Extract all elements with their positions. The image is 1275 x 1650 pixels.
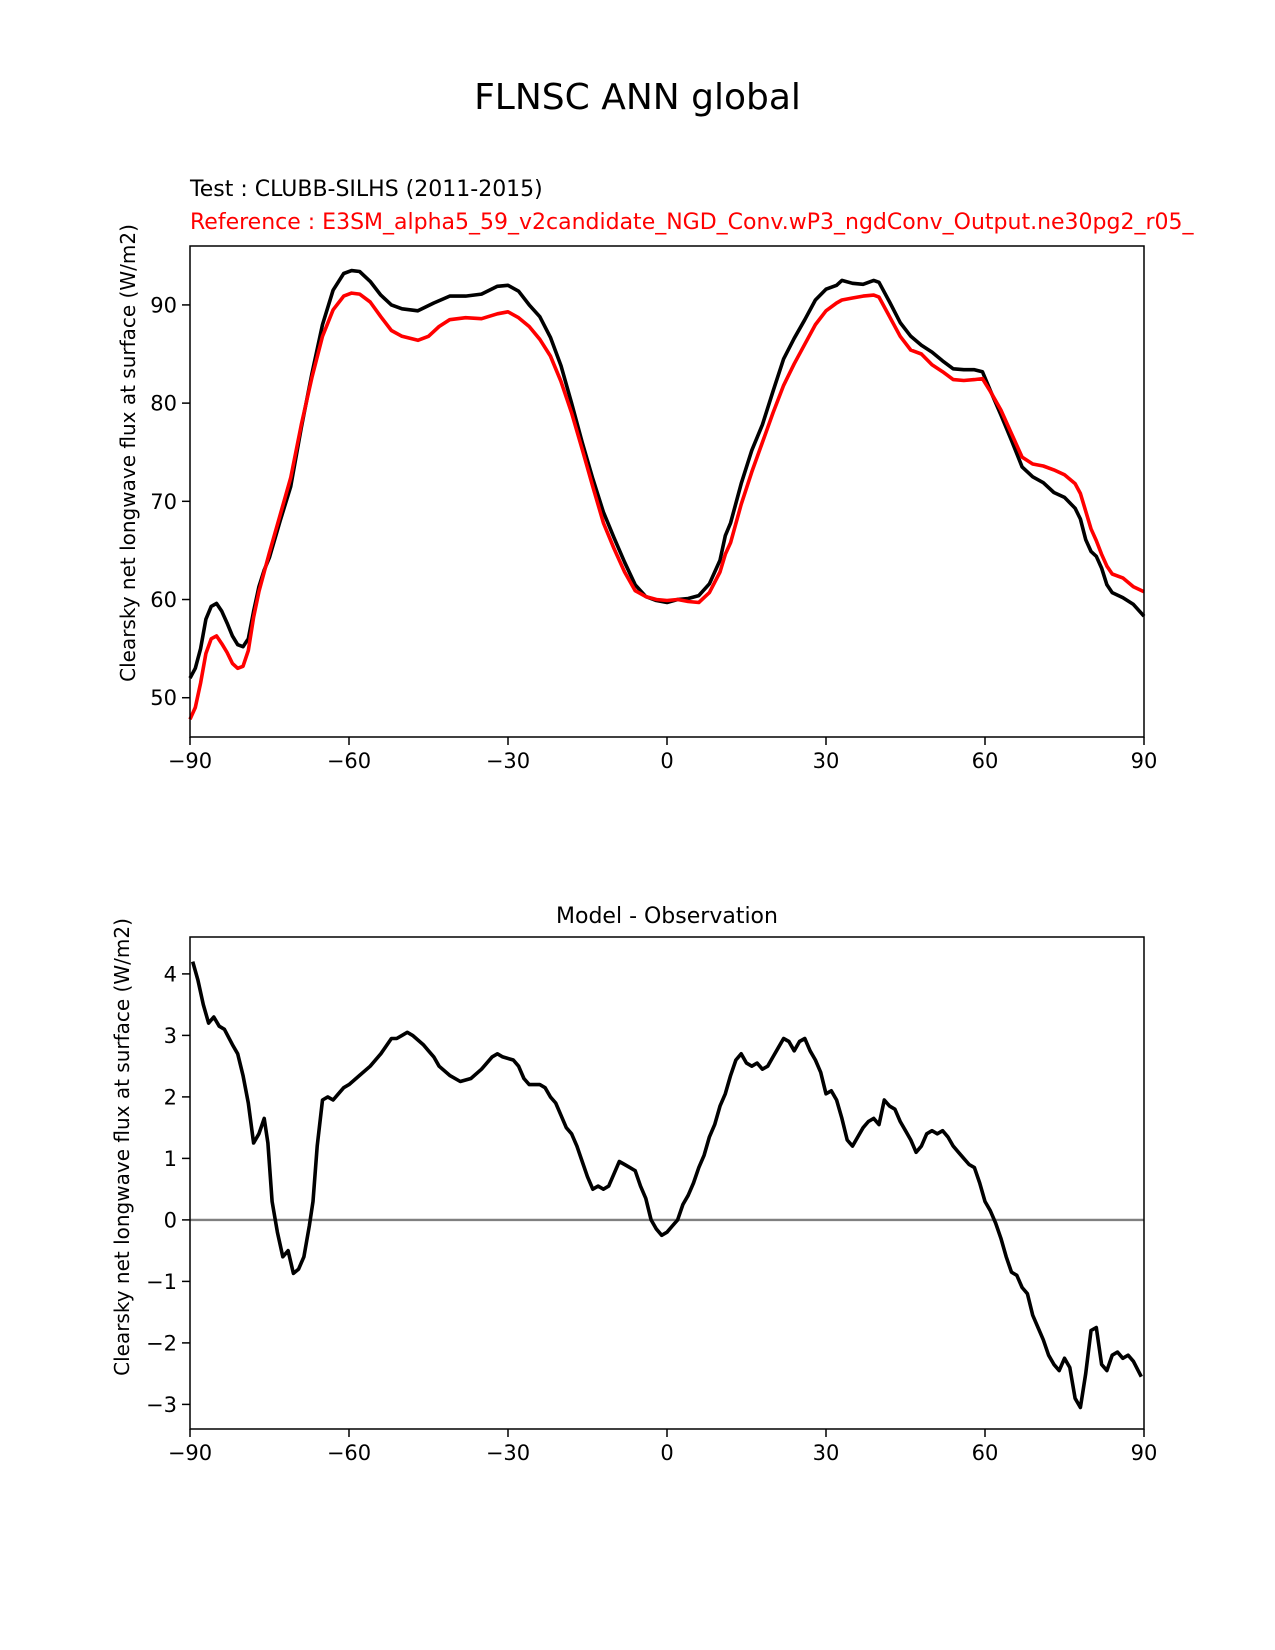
reference-title: Reference : E3SM_alpha5_59_v2candidate_N… <box>190 210 1195 235</box>
top-y-tick-label: 60 <box>150 588 177 612</box>
bottom-panel: Model - Observation Clearsky net longwav… <box>110 904 1157 1465</box>
bottom-series-line-difference <box>190 961 1143 1410</box>
bottom-y-tick-label: −1 <box>146 1270 177 1294</box>
top-y-tick-label: 50 <box>150 686 177 710</box>
top-y-tick-label: 80 <box>150 392 177 416</box>
top-x-tick-label: −60 <box>327 749 371 773</box>
top-x-tick-label: 30 <box>813 749 840 773</box>
bottom-y-tick-label: 2 <box>164 1085 177 1109</box>
test-title: Test : CLUBB-SILHS (2011-2015) <box>189 177 543 202</box>
top-axes-frame <box>189 245 1145 738</box>
bottom-y-tick-label: 4 <box>164 962 177 986</box>
bottom-title: Model - Observation <box>556 904 778 929</box>
top-x-tick-label: 90 <box>1131 749 1158 773</box>
bottom-y-tick-label: 0 <box>164 1208 177 1232</box>
top-y-tick-label: 90 <box>150 293 177 317</box>
top-y-tick-label: 70 <box>150 490 177 514</box>
bottom-x-tick-label: −30 <box>486 1441 530 1465</box>
top-panel: Test : CLUBB-SILHS (2011-2015) Reference… <box>116 177 1195 773</box>
bottom-x-tick-label: −90 <box>168 1441 212 1465</box>
top-x-tick-label: 0 <box>660 749 673 773</box>
bottom-y-tick-label: −2 <box>146 1331 177 1355</box>
bottom-x-tick-label: 30 <box>813 1441 840 1465</box>
bottom-axes-frame <box>189 936 1145 1430</box>
top-x-tick-label: −90 <box>168 749 212 773</box>
bottom-y-tick-label: −3 <box>146 1393 177 1417</box>
bottom-x-tick-label: 60 <box>972 1441 999 1465</box>
top-y-axis-label: Clearsky net longwave flux at surface (W… <box>116 224 140 682</box>
figure-title: FLNSC ANN global <box>474 77 801 118</box>
bottom-y-tick-label: 3 <box>164 1024 177 1048</box>
top-x-tick-label: −30 <box>486 749 530 773</box>
bottom-y-axis-label: Clearsky net longwave flux at surface (W… <box>110 918 134 1376</box>
bottom-x-tick-label: 0 <box>660 1441 673 1465</box>
bottom-y-tick-label: 1 <box>164 1147 177 1171</box>
top-series-line-test <box>188 268 1146 679</box>
top-x-tick-label: 60 <box>972 749 999 773</box>
bottom-x-tick-label: −60 <box>327 1441 371 1465</box>
bottom-x-tick-label: 90 <box>1131 1441 1158 1465</box>
top-series-line-reference <box>188 291 1145 721</box>
